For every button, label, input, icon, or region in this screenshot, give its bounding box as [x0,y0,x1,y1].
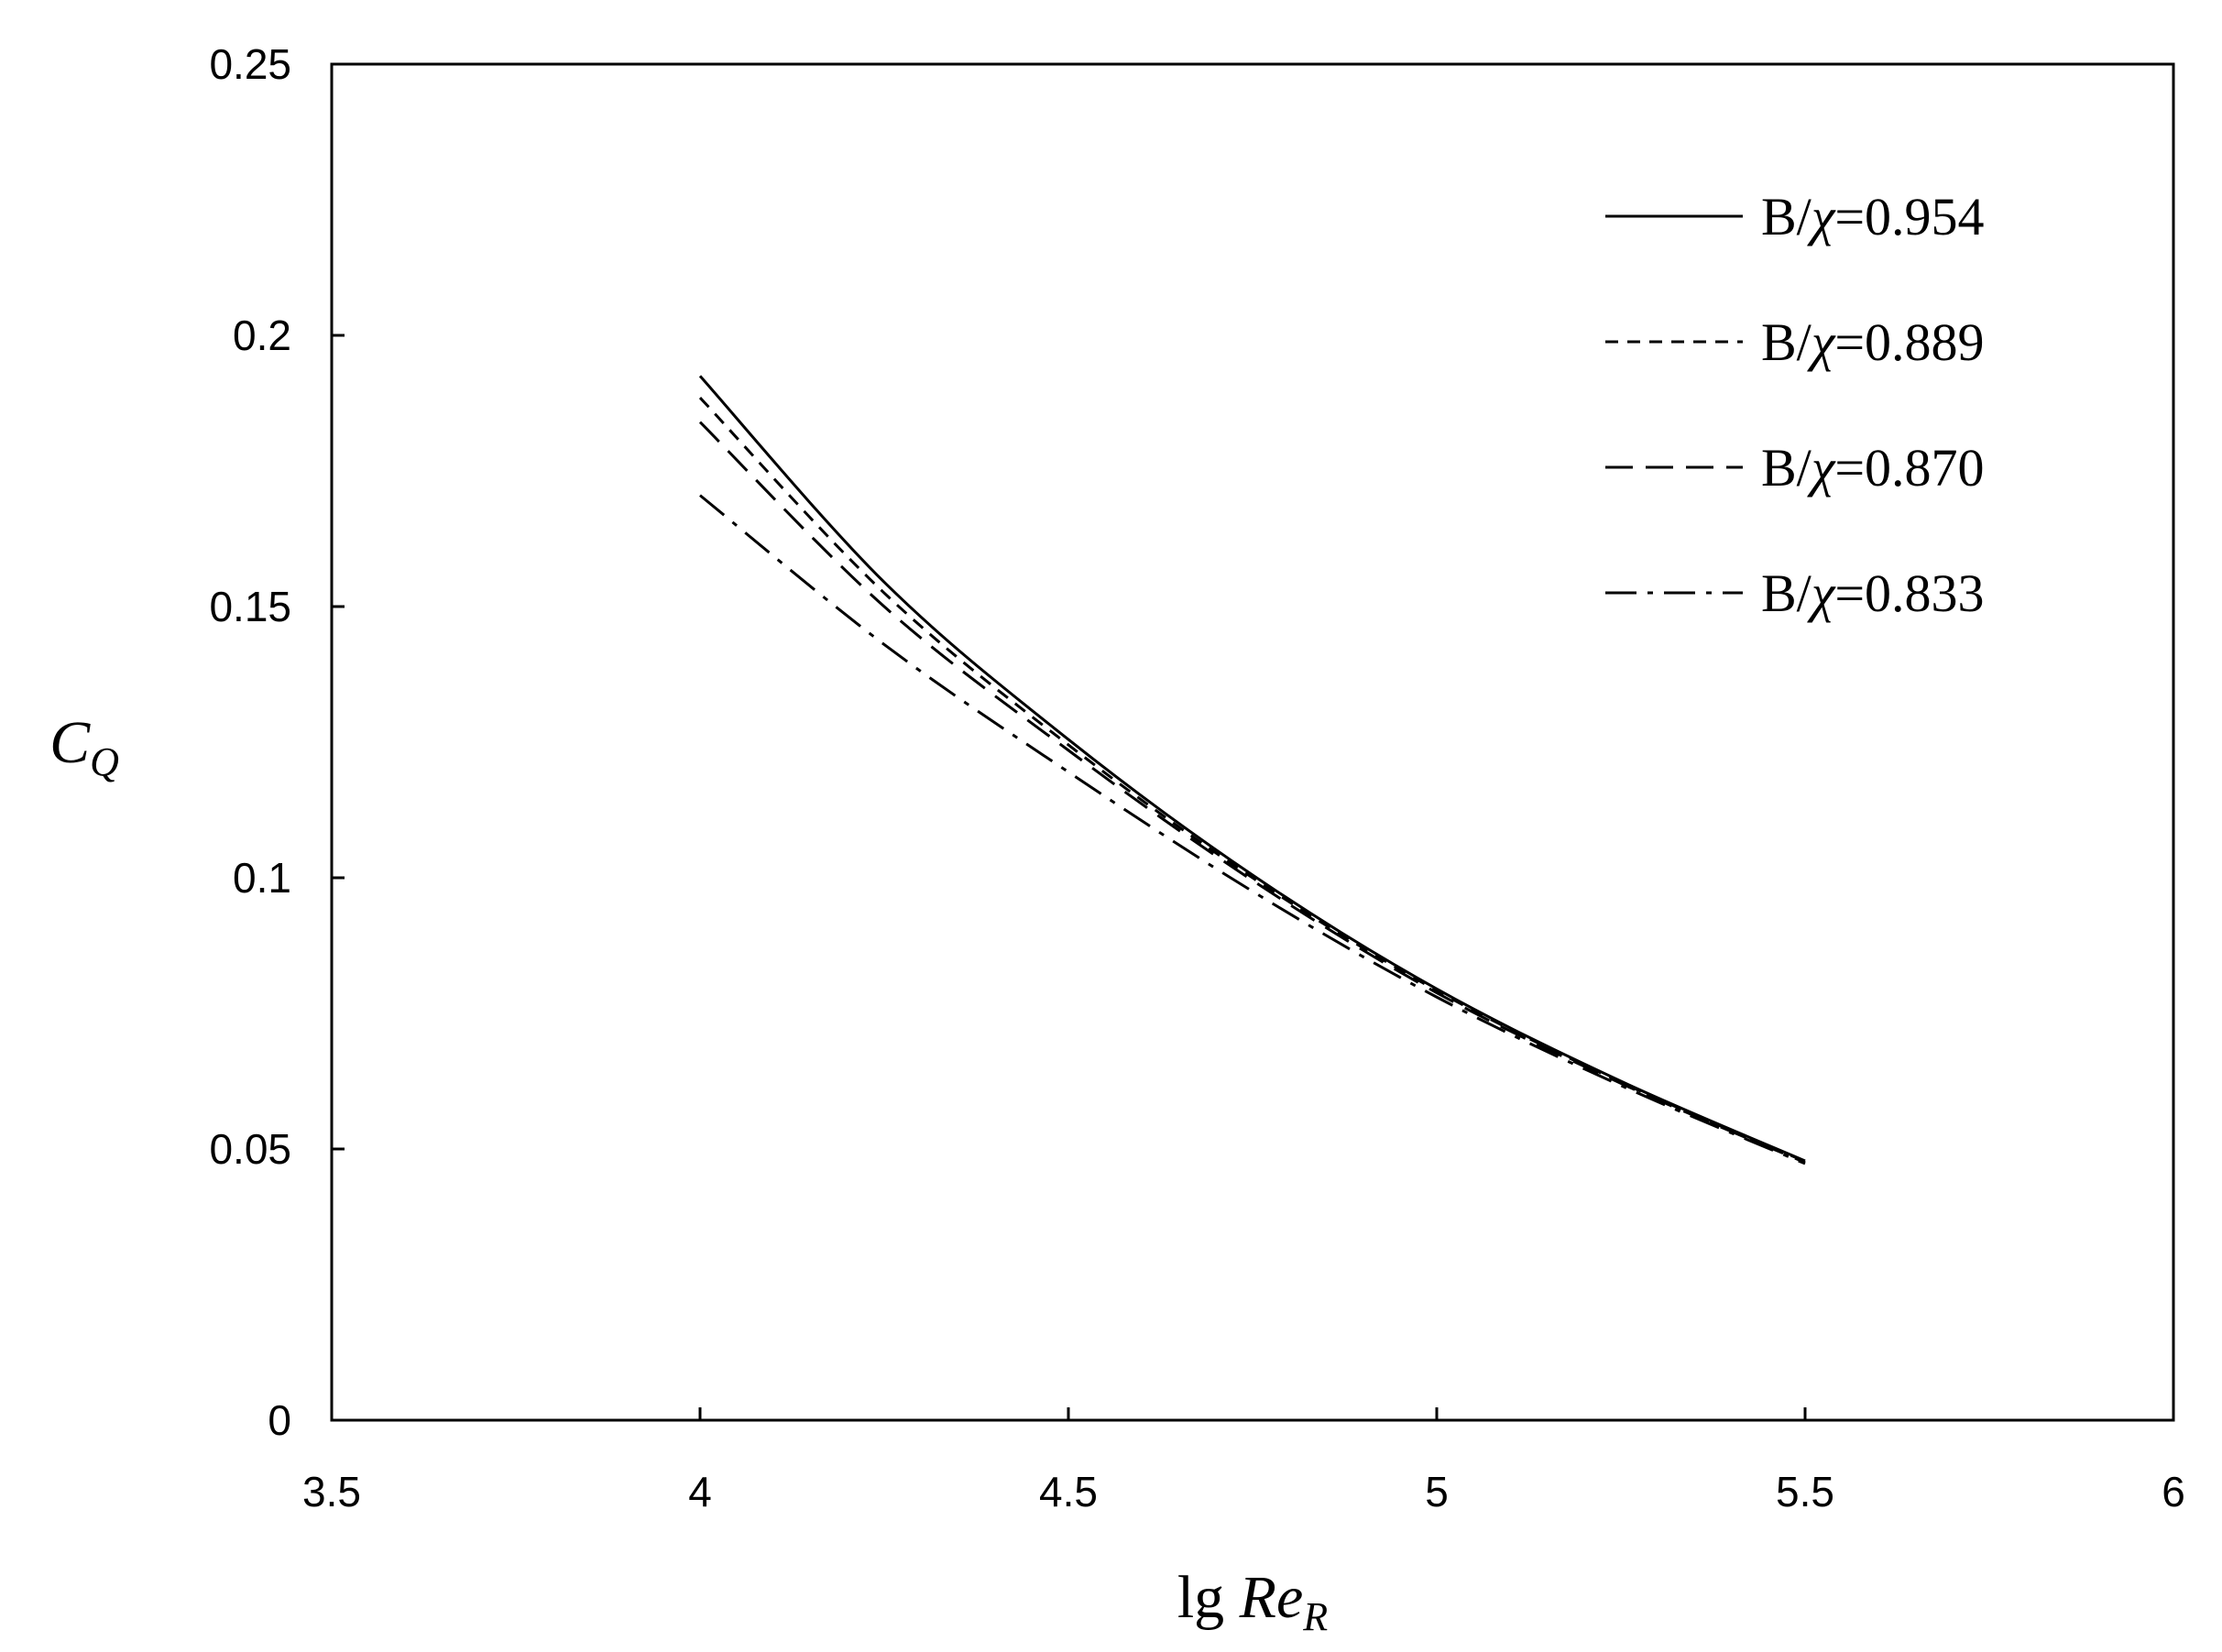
legend-label-prefix: B/ [1761,438,1812,498]
x-axis-title-main: Re [1239,1564,1304,1631]
legend-item-0870: B/χ=0.870 [1605,438,1985,498]
legend-label: B/χ=0.954 [1761,187,1985,246]
legend-label-symbol: χ [1807,312,1836,372]
x-tick-label: 4.5 [1039,1468,1098,1515]
legend-label-value: =0.833 [1834,563,1984,623]
legend-item-0833: B/χ=0.833 [1605,563,1985,623]
series-line-0833 [699,494,1806,1165]
x-tick-label: 5.5 [1776,1468,1834,1515]
legend-label-symbol: χ [1807,438,1836,498]
x-axis-title: lg ReR [1177,1564,1328,1639]
y-tick-label: 0 [268,1396,291,1444]
y-tick-label: 0.1 [233,854,291,902]
x-axis-title-prefix: lg [1177,1564,1240,1631]
x-tick-label: 4 [688,1468,712,1515]
legend-item-0889: B/χ=0.889 [1605,312,1985,372]
legend-label: B/χ=0.833 [1761,563,1985,623]
y-tick-label: 0.15 [209,583,291,630]
legend-label-value: =0.954 [1834,187,1984,246]
x-tick-label: 3.5 [302,1468,361,1515]
legend-label-prefix: B/ [1761,187,1812,246]
legend-label-symbol: χ [1807,563,1836,623]
series-lines [698,375,1806,1165]
y-axis-title-subscript: Q [90,739,119,784]
legend-label-value: =0.870 [1834,438,1984,498]
legend-label-symbol: χ [1807,187,1836,246]
y-axis-title: CQ [49,709,119,784]
legend-label-prefix: B/ [1761,563,1812,623]
plot-area-frame [330,62,2175,1422]
y-axis-title-main: C [49,709,91,776]
y-axis-ticks: 0 0.05 0.1 0.15 0.2 0.25 [209,40,345,1444]
legend-label: B/χ=0.870 [1761,438,1985,498]
legend-label: B/χ=0.889 [1761,312,1985,372]
legend-label-prefix: B/ [1761,312,1812,372]
y-tick-label: 0.05 [209,1125,291,1173]
x-tick-label: 5 [1425,1468,1449,1515]
y-tick-label: 0.2 [233,312,291,359]
x-axis-title-subscript: R [1302,1594,1328,1639]
series-line-0870 [698,421,1806,1165]
x-axis-ticks: 3.5 4 4.5 5 5.5 6 [302,1407,2185,1515]
x-tick-label: 6 [2162,1468,2185,1515]
legend-item-0954: B/χ=0.954 [1605,187,1985,246]
y-tick-label: 0.25 [209,40,291,88]
legend-label-value: =0.889 [1834,312,1984,372]
